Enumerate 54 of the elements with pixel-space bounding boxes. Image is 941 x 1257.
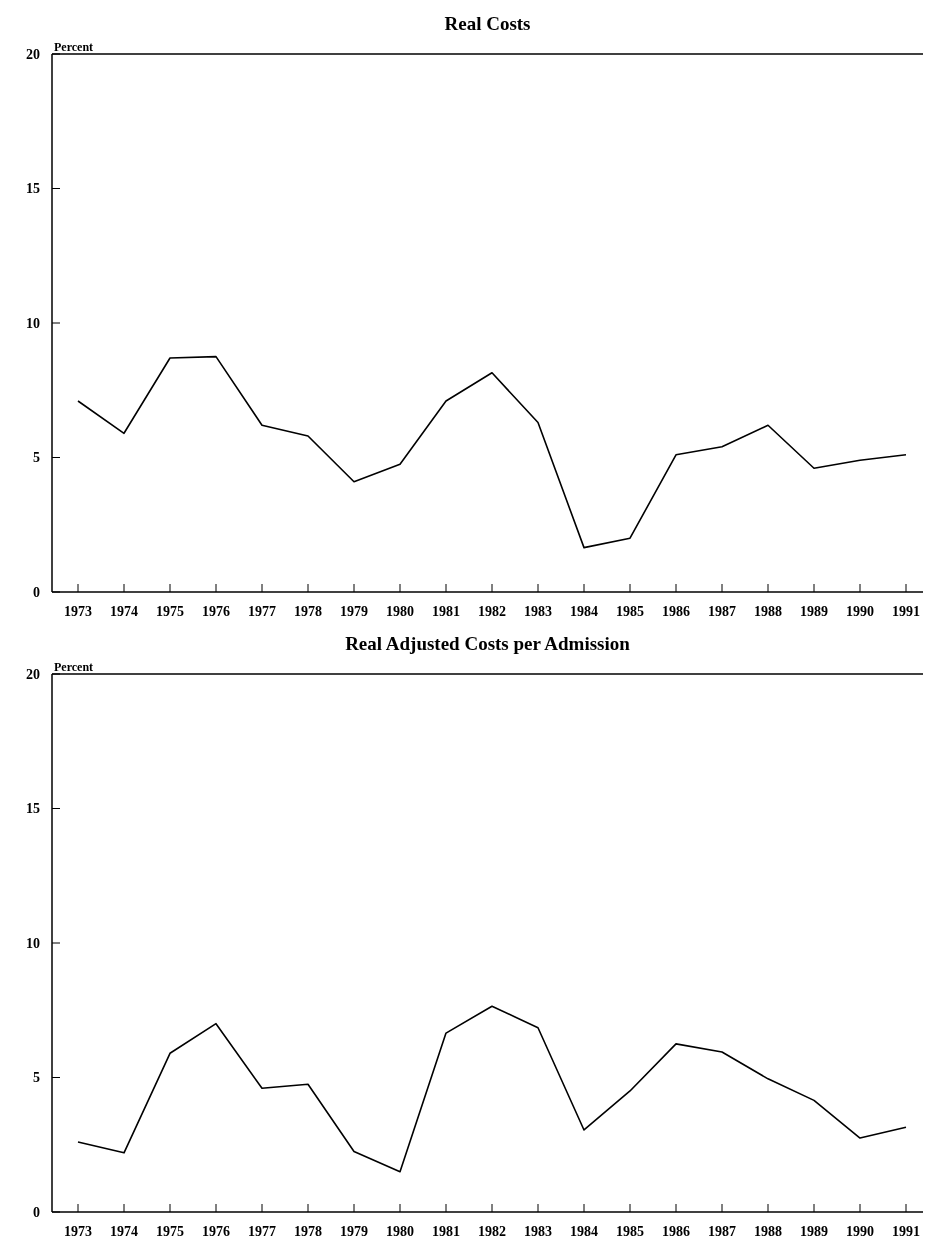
line-series	[77, 355, 907, 549]
x-tick-label: 1975	[156, 1224, 184, 1239]
line-series	[77, 1005, 907, 1173]
y-tick-label: 20	[26, 46, 40, 62]
x-tick-label: 1983	[524, 1224, 552, 1239]
x-tick-label: 1987	[708, 604, 736, 619]
y-tick-label: 20	[26, 666, 40, 682]
x-tick-label: 1988	[754, 604, 782, 619]
x-tick-label: 1991	[892, 604, 920, 619]
y-tick-label: 5	[33, 1070, 40, 1086]
x-tick-label: 1990	[846, 1224, 874, 1239]
x-tick-label: 1988	[754, 1224, 782, 1239]
x-tick-label: 1978	[294, 604, 322, 619]
chart-title: Real Costs	[444, 13, 531, 34]
x-tick-label: 1974	[110, 1224, 138, 1239]
x-tick-label: 1975	[156, 604, 184, 619]
x-tick-label: 1986	[662, 604, 690, 619]
x-tick-label: 1973	[64, 604, 92, 619]
x-tick-label: 1978	[294, 1224, 322, 1239]
x-tick-label: 1982	[478, 1224, 506, 1239]
x-tick-label: 1989	[800, 604, 828, 619]
x-tick-label: 1980	[386, 1224, 414, 1239]
x-tick-label: 1980	[386, 604, 414, 619]
y-tick-label: 15	[26, 181, 40, 197]
x-tick-label: 1982	[478, 604, 506, 619]
x-tick-label: 1985	[616, 604, 644, 619]
x-tick-label: 1973	[64, 1224, 92, 1239]
x-tick-label: 1976	[202, 604, 230, 619]
x-tick-label: 1983	[524, 604, 552, 619]
x-tick-label: 1991	[892, 1224, 920, 1239]
x-tick-label: 1979	[340, 604, 368, 619]
x-tick-label: 1981	[432, 1224, 460, 1239]
chart-title: Real Adjusted Costs per Admission	[345, 633, 631, 654]
x-tick-label: 1981	[432, 604, 460, 619]
y-tick-label: 10	[26, 315, 40, 331]
x-tick-label: 1977	[248, 1224, 276, 1239]
x-tick-label: 1976	[202, 1224, 230, 1239]
x-tick-label: 1984	[570, 604, 598, 619]
x-tick-label: 1987	[708, 1224, 736, 1239]
x-tick-label: 1974	[110, 604, 138, 619]
y-axis-title: Percent	[54, 40, 94, 54]
x-tick-label: 1989	[800, 1224, 828, 1239]
x-tick-label: 1977	[248, 604, 276, 619]
y-axis-title: Percent	[54, 660, 94, 674]
y-tick-label: 5	[33, 450, 40, 466]
x-tick-label: 1979	[340, 1224, 368, 1239]
y-tick-label: 10	[26, 935, 40, 951]
y-tick-label: 0	[33, 584, 40, 600]
y-tick-label: 15	[26, 801, 40, 817]
x-tick-label: 1986	[662, 1224, 690, 1239]
x-tick-label: 1985	[616, 1224, 644, 1239]
x-tick-label: 1984	[570, 1224, 598, 1239]
y-tick-label: 0	[33, 1204, 40, 1220]
x-tick-label: 1990	[846, 604, 874, 619]
